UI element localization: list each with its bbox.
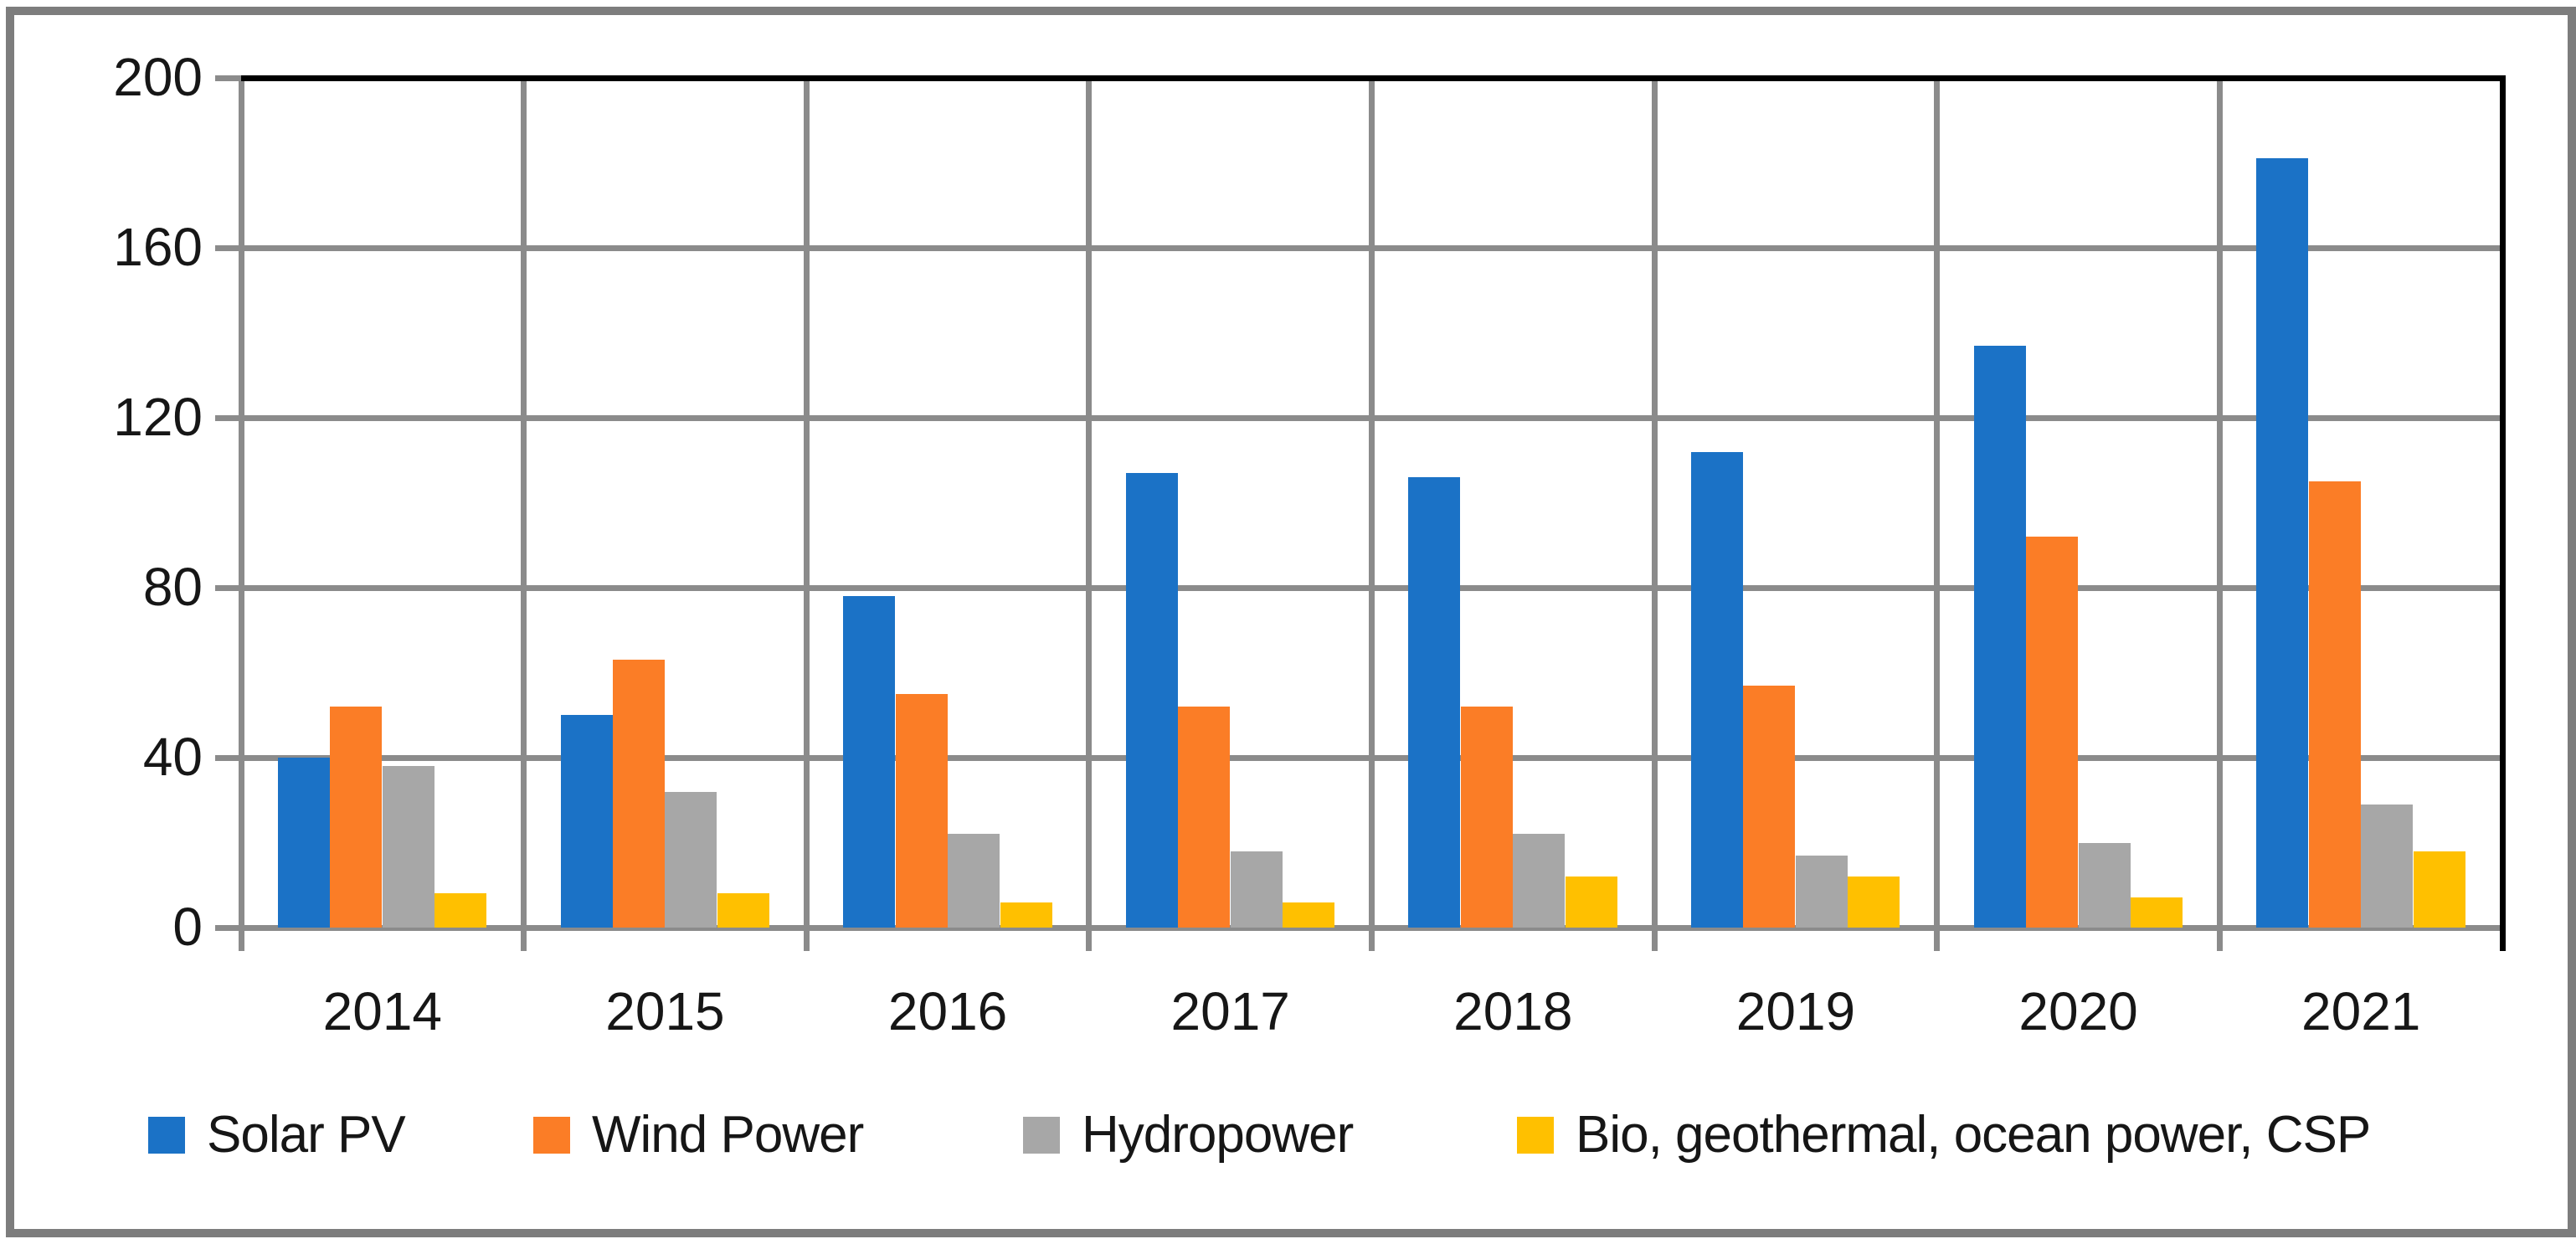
legend-label-wind-power: Wind Power bbox=[592, 1106, 864, 1164]
legend-item-solar-pv: Solar PV bbox=[148, 1106, 406, 1164]
legend-item-bio-geothermal-ocean-power-csp: Bio, geothermal, ocean power, CSP bbox=[1517, 1106, 2371, 1164]
x-tick-label-2014: 2014 bbox=[322, 981, 442, 1041]
bar-wind-power-2015 bbox=[612, 660, 665, 928]
x-tick-mark-7 bbox=[2216, 928, 2223, 951]
bar-solar-pv-2019 bbox=[1691, 451, 1744, 928]
bar-hydropower-2016 bbox=[948, 834, 1000, 928]
x-tick-mark-5 bbox=[1651, 928, 1658, 951]
category-separator-4 bbox=[1369, 78, 1375, 928]
x-tick-mark-3 bbox=[1086, 928, 1093, 951]
category-separator-3 bbox=[1086, 78, 1093, 928]
bar-hydropower-2019 bbox=[1795, 855, 1848, 928]
bar-solar-pv-2017 bbox=[1125, 472, 1178, 928]
bar-wind-power-2020 bbox=[2026, 537, 2079, 928]
legend-marker-hydropower-icon bbox=[1023, 1117, 1060, 1154]
bar-solar-pv-2016 bbox=[843, 596, 896, 928]
bar-solar-pv-2020 bbox=[1973, 345, 2026, 928]
bar-solar-pv-2021 bbox=[2256, 158, 2309, 928]
legend-marker-solar-pv-icon bbox=[148, 1117, 185, 1154]
x-axis-line bbox=[238, 924, 2506, 931]
chart-outer-frame: 0 40 80 120 160 200 2014 2015 2016 2017 2018 2019 2… bbox=[6, 7, 2576, 1237]
bar-bio-geothermal-ocean-power-csp-2018 bbox=[1565, 877, 1617, 928]
bar-wind-power-2018 bbox=[1460, 707, 1513, 928]
y-tick-mark-0 bbox=[214, 924, 244, 931]
bar-bio-geothermal-ocean-power-csp-2020 bbox=[2131, 897, 2183, 928]
bar-bio-geothermal-ocean-power-csp-2021 bbox=[2413, 851, 2465, 928]
legend-label-bio-geothermal-ocean-power-csp: Bio, geothermal, ocean power, CSP bbox=[1576, 1106, 2371, 1164]
x-tick-label-2016: 2016 bbox=[887, 981, 1008, 1041]
category-separator-5 bbox=[1651, 78, 1658, 928]
legend-marker-bio-geothermal-ocean-power-csp-icon bbox=[1517, 1117, 1554, 1154]
y-tick-label-40: 40 bbox=[142, 727, 203, 787]
x-tick-label-2018: 2018 bbox=[1453, 981, 1573, 1041]
bar-chart: 0 40 80 120 160 200 2014 2015 2016 2017 2018 2019 2… bbox=[14, 15, 2568, 1229]
y-tick-mark-80 bbox=[214, 584, 244, 591]
y-tick-label-120: 120 bbox=[113, 387, 203, 447]
bar-solar-pv-2018 bbox=[1408, 477, 1461, 928]
plot-border-right bbox=[2499, 75, 2506, 951]
y-axis-line bbox=[238, 78, 244, 951]
category-separator-2 bbox=[803, 78, 810, 928]
bar-bio-geothermal-ocean-power-csp-2016 bbox=[1000, 902, 1052, 928]
x-tick-label-2020: 2020 bbox=[2018, 981, 2138, 1041]
bar-wind-power-2017 bbox=[1178, 707, 1231, 928]
bar-hydropower-2014 bbox=[382, 766, 434, 928]
y-tick-label-80: 80 bbox=[142, 557, 203, 617]
y-tick-mark-200 bbox=[214, 75, 244, 81]
bar-wind-power-2021 bbox=[2308, 481, 2361, 928]
bar-wind-power-2016 bbox=[895, 693, 948, 928]
legend-marker-wind-power-icon bbox=[533, 1117, 570, 1154]
bar-bio-geothermal-ocean-power-csp-2014 bbox=[434, 893, 487, 928]
y-tick-label-200: 200 bbox=[113, 47, 203, 107]
x-tick-label-2017: 2017 bbox=[1170, 981, 1290, 1041]
bar-hydropower-2020 bbox=[2078, 842, 2131, 928]
x-tick-label-2021: 2021 bbox=[2301, 981, 2421, 1041]
legend-label-solar-pv: Solar PV bbox=[207, 1106, 406, 1164]
x-tick-mark-2 bbox=[803, 928, 810, 951]
y-tick-label-0: 0 bbox=[172, 897, 203, 957]
bar-bio-geothermal-ocean-power-csp-2015 bbox=[717, 893, 769, 928]
bar-solar-pv-2014 bbox=[277, 758, 330, 928]
x-tick-mark-1 bbox=[521, 928, 527, 951]
bar-bio-geothermal-ocean-power-csp-2019 bbox=[1848, 877, 1900, 928]
legend-item-hydropower: Hydropower bbox=[1023, 1106, 1354, 1164]
y-tick-label-160: 160 bbox=[113, 217, 203, 277]
bar-hydropower-2015 bbox=[665, 791, 717, 928]
legend-label-hydropower: Hydropower bbox=[1082, 1106, 1354, 1164]
x-tick-mark-6 bbox=[1934, 928, 1941, 951]
legend-item-wind-power: Wind Power bbox=[533, 1106, 864, 1164]
category-separator-1 bbox=[521, 78, 527, 928]
category-separator-7 bbox=[2216, 78, 2223, 928]
bar-hydropower-2021 bbox=[2361, 804, 2414, 928]
bar-wind-power-2014 bbox=[330, 707, 383, 928]
x-tick-label-2015: 2015 bbox=[605, 981, 725, 1041]
x-tick-mark-4 bbox=[1369, 928, 1375, 951]
bar-bio-geothermal-ocean-power-csp-2017 bbox=[1283, 902, 1335, 928]
category-separator-6 bbox=[1934, 78, 1941, 928]
y-tick-mark-160 bbox=[214, 244, 244, 251]
y-tick-mark-120 bbox=[214, 414, 244, 421]
bar-hydropower-2017 bbox=[1230, 851, 1283, 928]
x-tick-label-2019: 2019 bbox=[1735, 981, 1856, 1041]
plot-border-top bbox=[241, 75, 2506, 81]
y-tick-mark-40 bbox=[214, 754, 244, 761]
bar-wind-power-2019 bbox=[1743, 685, 1796, 928]
bar-hydropower-2018 bbox=[1513, 834, 1566, 928]
bar-solar-pv-2015 bbox=[560, 715, 613, 928]
